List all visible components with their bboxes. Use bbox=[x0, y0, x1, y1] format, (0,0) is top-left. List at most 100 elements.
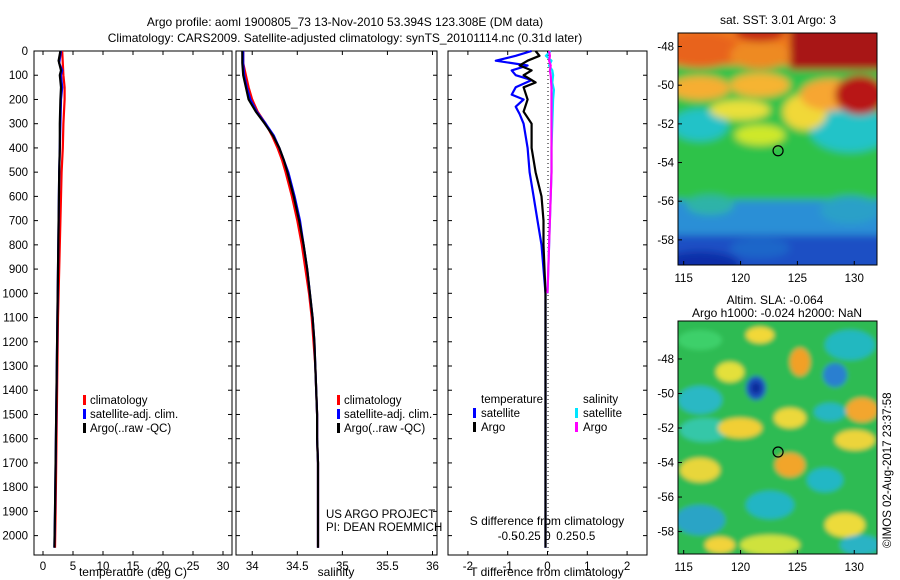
legend-swatch-t-argo bbox=[473, 422, 476, 432]
map-x-tick-label: 115 bbox=[675, 273, 693, 285]
difference-series bbox=[494, 49, 556, 548]
map-y-tick-label: -54 bbox=[657, 158, 674, 170]
depth-tick-label: 1200 bbox=[2, 337, 28, 349]
salinity-panel: 34 34.5 35 35.5 36 salinity climatology sate… bbox=[235, 50, 442, 579]
legend-label-t-satellite: satellite bbox=[481, 408, 520, 420]
s-tick-label: -0.25 bbox=[514, 531, 540, 543]
x-tick-label: 35 bbox=[336, 561, 349, 573]
x-tick-label: 34 bbox=[246, 561, 259, 573]
depth-tick-label: 1500 bbox=[2, 409, 28, 421]
map-y-tick-label: -58 bbox=[657, 235, 674, 247]
map-y-tick-label: -54 bbox=[657, 458, 674, 470]
depth-tick-label: 1300 bbox=[2, 361, 28, 373]
x-tick-label: 34.5 bbox=[286, 561, 308, 573]
temperature-legend: climatology satellite-adj. clim. Argo(..… bbox=[83, 395, 178, 435]
t-difference-x-label: T difference from climatology bbox=[470, 565, 624, 579]
depth-tick-label: 1900 bbox=[2, 506, 28, 518]
x-tick-label: 20 bbox=[157, 561, 170, 573]
legend-swatch-climatology bbox=[83, 395, 86, 405]
sla-map-title-line2: Argo h1000: -0.024 h2000: NaN bbox=[692, 306, 862, 320]
map-x-tick-label: 115 bbox=[675, 562, 693, 574]
map-y-tick-label: -50 bbox=[657, 80, 674, 92]
series-line-salinity-argo bbox=[546, 50, 553, 294]
map-y-tick-label: -58 bbox=[657, 527, 674, 539]
depth-tick-label: 0 bbox=[22, 46, 28, 58]
salinity-axes-frame bbox=[235, 50, 438, 556]
difference-s-ticks: -0.5-0.25 0 0.25 0.5 bbox=[498, 531, 596, 543]
x-tick-label: -1 bbox=[503, 561, 513, 573]
legend-header-temperature: temperature bbox=[481, 394, 543, 406]
x-tick-label: 0 bbox=[544, 561, 550, 573]
map-y-tick-label: -52 bbox=[657, 423, 674, 435]
series-line-argo-raw-qc- bbox=[241, 51, 320, 548]
depth-tick-label: 1400 bbox=[2, 385, 28, 397]
imos-side-stamp: ©IMOS 02-Aug-2017 23:37:58 bbox=[882, 392, 894, 548]
map-y-tick-label: -48 bbox=[657, 42, 674, 54]
map-y-tick-label: -56 bbox=[657, 196, 674, 208]
salinity-series bbox=[241, 51, 320, 548]
depth-tick-label: 600 bbox=[9, 191, 28, 203]
series-line-temperature-satellite bbox=[494, 49, 547, 548]
salinity-x-ticks: 34 34.5 35 35.5 36 bbox=[246, 51, 439, 573]
pi-annotation: PI: DEAN ROEMMICH bbox=[326, 522, 442, 534]
legend-label-s-argo: Argo bbox=[583, 422, 607, 434]
depth-tick-label: 1600 bbox=[2, 434, 28, 446]
legend-swatch-t-satellite bbox=[473, 408, 476, 418]
depth-tick-label: 900 bbox=[9, 264, 28, 276]
legend-label-satellite: satellite-adj. clim. bbox=[344, 409, 432, 421]
x-tick-label: 15 bbox=[127, 561, 140, 573]
temperature-x-label: temperature (deg C) bbox=[79, 565, 187, 579]
series-line-salinity-satellite bbox=[544, 50, 556, 294]
depth-tick-label: 1800 bbox=[2, 482, 28, 494]
series-line-climatology bbox=[242, 51, 320, 548]
legend-label-climatology: climatology bbox=[90, 395, 148, 407]
temperature-series bbox=[53, 50, 66, 548]
sst-map-panel: sat. SST: 3.01 Argo: 3 bbox=[657, 13, 878, 285]
map-x-tick-label: 125 bbox=[788, 273, 807, 285]
sst-map-frame bbox=[677, 32, 878, 266]
map-x-tick-label: 120 bbox=[731, 273, 750, 285]
profile-location-marker bbox=[772, 145, 784, 157]
map-x-tick-label: 130 bbox=[845, 562, 864, 574]
difference-panel: -2 -1 0 1 2 -0.5-0.25 0 0.25 0.5 T difference f… bbox=[447, 49, 648, 579]
depth-tick-label: 500 bbox=[9, 167, 28, 179]
depth-tick-labels: 0 100 200 300 400 500 600 700 800 900 1000 1100 1200… bbox=[2, 46, 647, 543]
salinity-legend: climatology satellite-adj. clim. Argo(..… bbox=[337, 395, 432, 435]
x-tick-label: 25 bbox=[187, 561, 200, 573]
depth-tick-label: 400 bbox=[9, 143, 28, 155]
x-tick-label: 36 bbox=[426, 561, 439, 573]
x-tick-label: -2 bbox=[463, 561, 473, 573]
salinity-x-label: salinity bbox=[318, 565, 355, 579]
sla-map-x-ticks: 115 120 125 130 bbox=[675, 550, 864, 574]
s-difference-label: S difference from climatology bbox=[470, 514, 625, 528]
sla-map-y-ticks: -48 -50 -52 -54 -56 -58 bbox=[657, 354, 682, 539]
legend-swatch-climatology bbox=[337, 395, 340, 405]
s-tick-label: -0.5 bbox=[498, 531, 518, 543]
series-line-satellite-adj-clim- bbox=[242, 51, 320, 548]
legend-label-argo: Argo(..raw -QC) bbox=[90, 423, 171, 435]
s-tick-label: 0.25 bbox=[556, 531, 578, 543]
map-y-tick-label: -48 bbox=[657, 354, 674, 366]
legend-swatch-argo bbox=[337, 423, 340, 433]
x-tick-label: 2 bbox=[624, 561, 630, 573]
depth-tick-label: 300 bbox=[9, 119, 28, 131]
x-tick-label: 30 bbox=[217, 561, 230, 573]
x-tick-label: 0 bbox=[40, 561, 46, 573]
x-tick-label: 35.5 bbox=[376, 561, 398, 573]
s-tick-label: 0.5 bbox=[579, 531, 595, 543]
x-tick-label: 1 bbox=[584, 561, 590, 573]
legend-swatch-s-argo bbox=[575, 422, 578, 432]
x-tick-label: 10 bbox=[97, 561, 110, 573]
depth-tick-label: 100 bbox=[9, 70, 28, 82]
depth-tick-label: 700 bbox=[9, 216, 28, 228]
difference-t-ticks: -2 -1 0 1 2 bbox=[463, 51, 630, 573]
depth-tick-label: 2000 bbox=[2, 531, 28, 543]
x-tick-label: 5 bbox=[70, 561, 76, 573]
figure-title-line1: Argo profile: aoml 1900805_73 13-Nov-201… bbox=[147, 15, 543, 29]
legend-swatch-s-satellite bbox=[575, 408, 578, 418]
legend-header-salinity: salinity bbox=[583, 394, 618, 406]
project-annotation: US ARGO PROJECT bbox=[326, 509, 435, 521]
sla-heatmap bbox=[678, 321, 877, 554]
legend-label-satellite: satellite-adj. clim. bbox=[90, 409, 178, 421]
